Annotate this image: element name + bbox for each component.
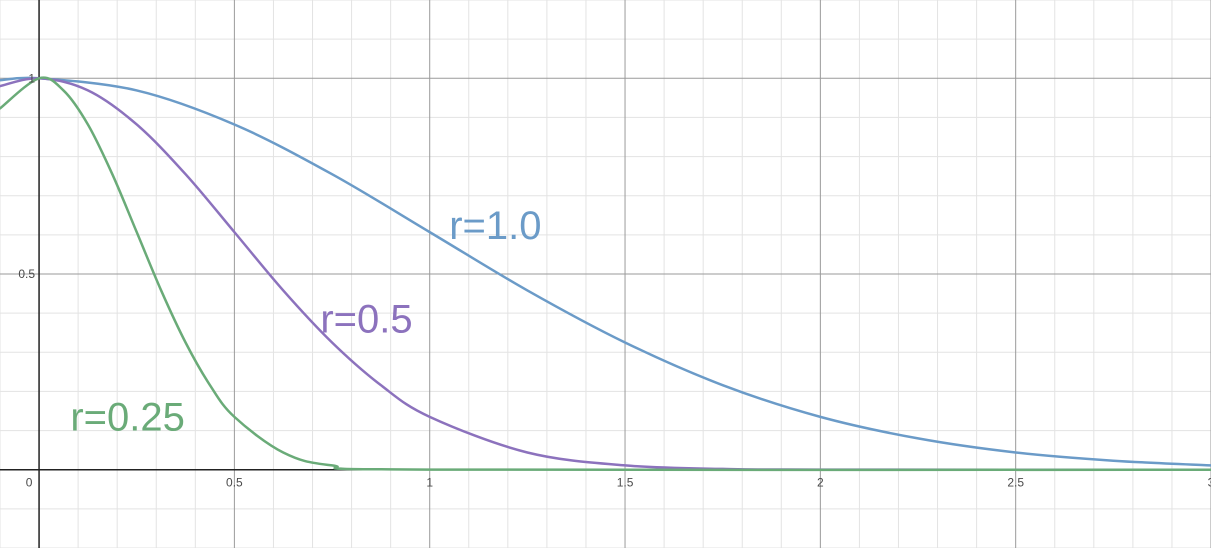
curve-label: r=1.0 [449, 204, 541, 248]
curve-labels: r=1.0 r=0.5 r=0.25 [70, 204, 541, 440]
y-tick-label: 0.5 [18, 267, 35, 281]
x-tick-label: 2 [817, 476, 824, 490]
tick-labels: 0 0.5 1 1.5 2 2.5 3 0.5 1 [18, 71, 1211, 489]
x-tick-label: 1 [426, 476, 433, 490]
curve-label: r=0.25 [70, 396, 185, 440]
y-tick-label: 1 [28, 71, 35, 85]
series-line-2 [0, 76, 1211, 472]
curve-label: r=0.5 [320, 298, 412, 342]
x-tick-label: 3 [1208, 476, 1211, 490]
x-tick-label: 0.5 [226, 476, 243, 490]
x-tick-label: 2.5 [1007, 476, 1024, 490]
x-tick-label: 0 [26, 476, 33, 490]
x-tick-label: 1.5 [617, 476, 634, 490]
curves [0, 76, 1211, 472]
series-line-0 [0, 76, 1211, 467]
